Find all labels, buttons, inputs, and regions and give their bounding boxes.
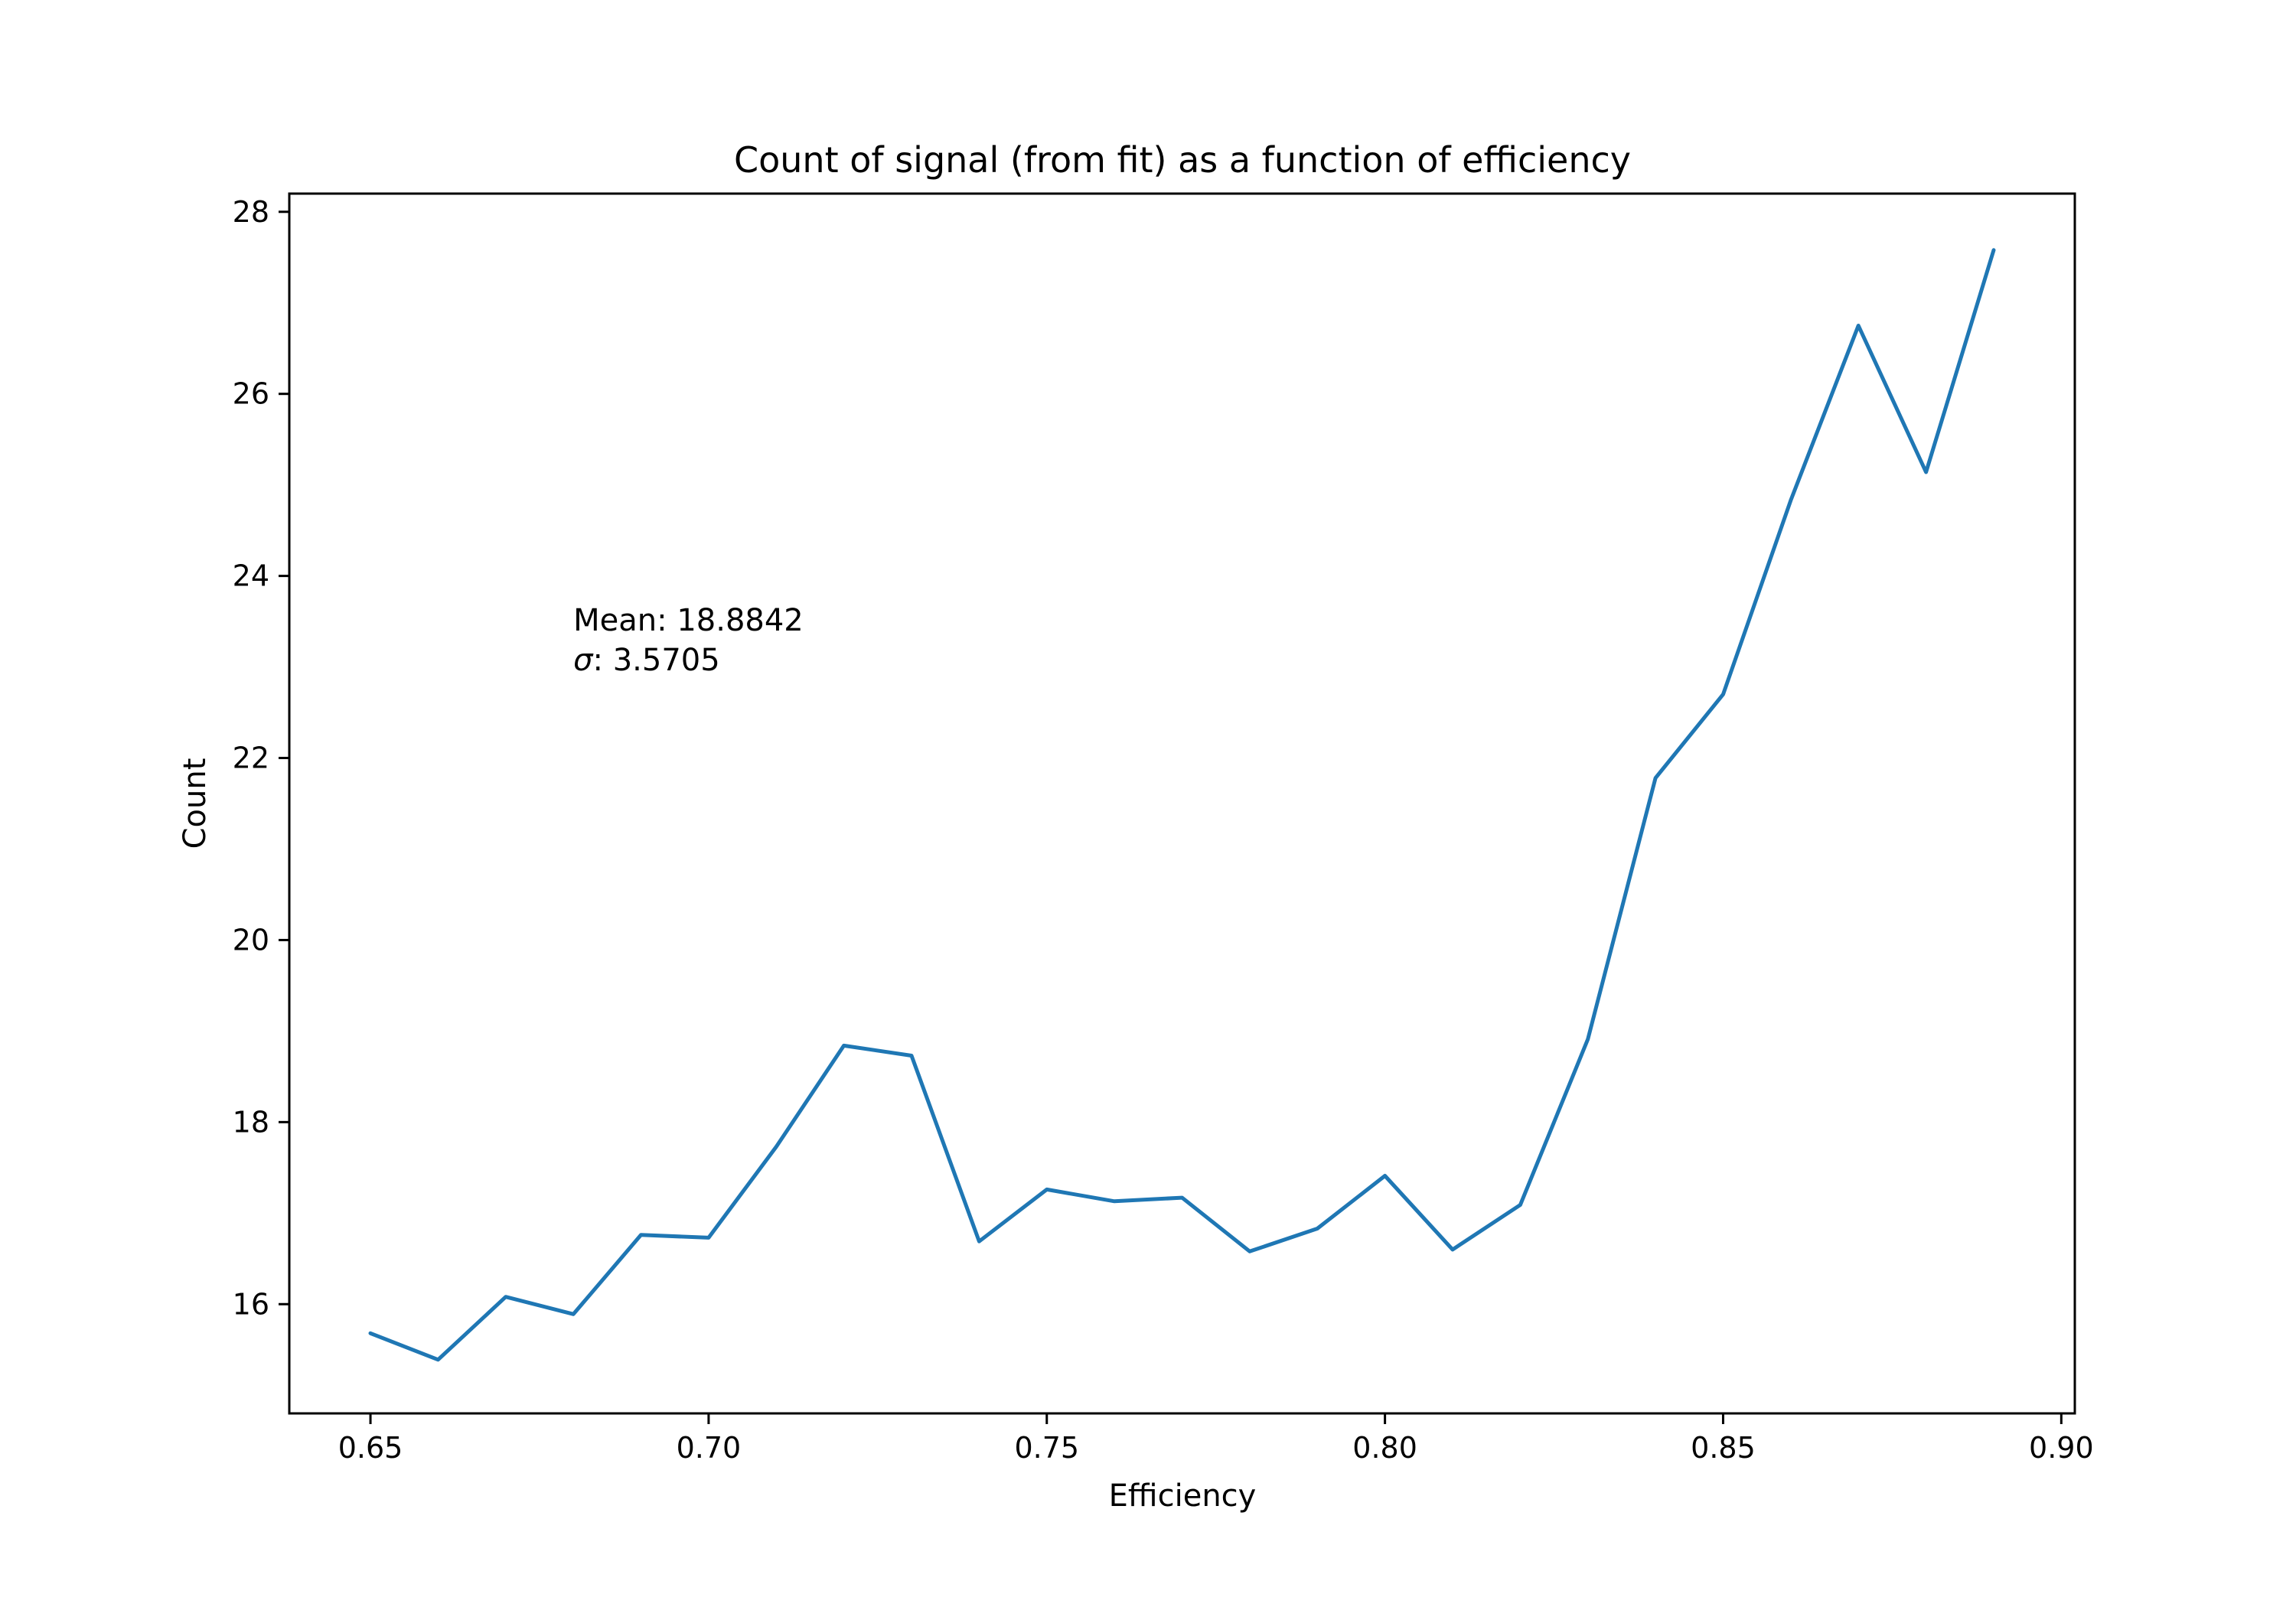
- y-axis: 16 18 20 22 24 26 28: [233, 195, 289, 1321]
- sigma-value: : 3.5705: [593, 643, 720, 678]
- plot-area: [368, 248, 1996, 1362]
- sigma-symbol: σ: [573, 643, 594, 678]
- x-tick-label: 0.90: [2029, 1431, 2094, 1465]
- y-tick-label: 16: [233, 1287, 269, 1321]
- y-tick-label: 24: [233, 559, 269, 593]
- chart-title: Count of signal (from fit) as a function…: [734, 139, 1631, 181]
- mean-annotation: Mean: 18.8842: [573, 603, 804, 638]
- y-tick-label: 26: [233, 377, 269, 411]
- series-line: [368, 248, 1996, 1362]
- x-tick-label: 0.70: [677, 1431, 742, 1465]
- x-tick-label: 0.85: [1691, 1431, 1756, 1465]
- x-tick-label: 0.80: [1352, 1431, 1417, 1465]
- y-tick-label: 20: [233, 923, 269, 957]
- x-axis-label: Efficiency: [1109, 1478, 1257, 1514]
- sigma-annotation: σ: 3.5705: [573, 643, 720, 678]
- stats-annotation: Mean: 18.8842 σ: 3.5705: [573, 603, 804, 678]
- x-tick-label: 0.65: [338, 1431, 403, 1465]
- y-axis-label: Count: [178, 758, 213, 849]
- y-tick-label: 18: [233, 1105, 269, 1139]
- x-axis: 0.65 0.70 0.75 0.80 0.85 0.90: [338, 1413, 2094, 1465]
- plot-frame: [288, 192, 2076, 1415]
- y-tick-label: 28: [233, 195, 269, 229]
- y-tick-label: 22: [233, 742, 269, 775]
- x-tick-label: 0.75: [1014, 1431, 1079, 1465]
